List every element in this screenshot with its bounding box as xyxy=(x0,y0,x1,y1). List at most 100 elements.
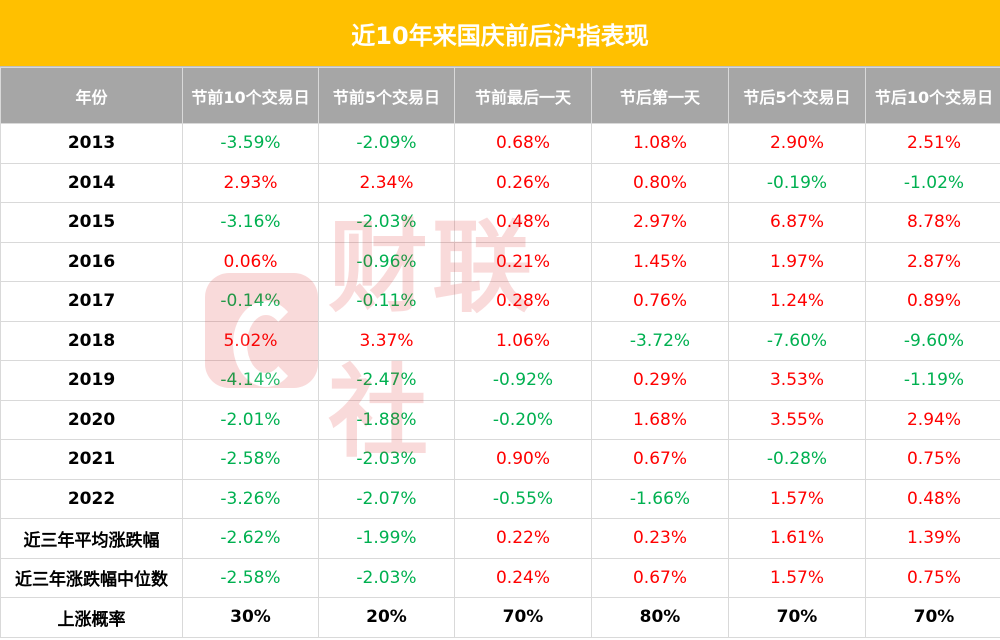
column-header-post-10d: 节后10个交易日 xyxy=(865,67,1000,124)
performance-table: 年份 节前10个交易日 节前5个交易日 节前最后一天 节后第一天 节后5个交易日… xyxy=(0,67,1000,638)
table-cell: 0.28% xyxy=(454,281,592,322)
table-cell: 0.23% xyxy=(591,518,729,559)
table-cell: 2.97% xyxy=(591,202,729,243)
table-row: 2013 -3.59% -2.09% 0.68% 1.08% 2.90% 2.51% xyxy=(0,123,1000,164)
table-cell: -1.66% xyxy=(591,478,729,519)
row-label: 2020 xyxy=(0,399,183,440)
row-label: 2015 xyxy=(0,202,183,243)
table-cell: 1.61% xyxy=(728,518,866,559)
table-row: 2019 -4.14% -2.47% -0.92% 0.29% 3.53% -1.19% xyxy=(0,360,1000,401)
row-label: 上涨概率 xyxy=(0,597,183,638)
header-row: 年份 节前10个交易日 节前5个交易日 节前最后一天 节后第一天 节后5个交易日… xyxy=(0,67,1000,124)
table-cell: 0.90% xyxy=(454,439,592,480)
row-label: 2016 xyxy=(0,241,183,282)
table-row: 近三年涨跌幅中位数 -2.58% -2.03% 0.24% 0.67% 1.57% 0.75… xyxy=(0,557,1000,598)
table-cell: 2.90% xyxy=(728,123,866,164)
column-header-post-5d: 节后5个交易日 xyxy=(728,67,866,124)
table-cell: 0.75% xyxy=(865,557,1000,598)
table-cell: 70% xyxy=(454,597,592,638)
table-cell: 0.89% xyxy=(865,281,1000,322)
table-cell: 2.87% xyxy=(865,241,1000,282)
table-cell: 0.67% xyxy=(591,557,729,598)
table-cell: -1.02% xyxy=(865,162,1000,203)
table-cell: 0.68% xyxy=(454,123,592,164)
table-cell: 1.57% xyxy=(728,478,866,519)
table-cell: 70% xyxy=(728,597,866,638)
table-body: 2013 -3.59% -2.09% 0.68% 1.08% 2.90% 2.51% 2014… xyxy=(0,123,1000,638)
table-cell: 1.68% xyxy=(591,399,729,440)
table-cell: -2.07% xyxy=(318,478,455,519)
table-cell: -2.03% xyxy=(318,439,455,480)
column-header-pre-10d: 节前10个交易日 xyxy=(182,67,319,124)
column-header-post-first-day: 节后第一天 xyxy=(591,67,729,124)
table-cell: 80% xyxy=(591,597,729,638)
table-cell: -3.26% xyxy=(182,478,319,519)
table-title: 近10年来国庆前后沪指表现 xyxy=(0,0,1000,67)
table-row: 近三年平均涨跌幅 -2.62% -1.99% 0.22% 0.23% 1.61% 1.39% xyxy=(0,518,1000,559)
table-row: 上涨概率 30% 20% 70% 80% 70% 70% xyxy=(0,597,1000,638)
table-cell: -2.47% xyxy=(318,360,455,401)
table-cell: -2.62% xyxy=(182,518,319,559)
table-row: 2020 -2.01% -1.88% -0.20% 1.68% 3.55% 2.94% xyxy=(0,399,1000,440)
table-row: 2014 2.93% 2.34% 0.26% 0.80% -0.19% -1.02% xyxy=(0,162,1000,203)
table-cell: -2.03% xyxy=(318,202,455,243)
table-cell: -2.58% xyxy=(182,557,319,598)
table-cell: 0.29% xyxy=(591,360,729,401)
table-cell: 2.93% xyxy=(182,162,319,203)
table-cell: -4.14% xyxy=(182,360,319,401)
table-cell: -2.58% xyxy=(182,439,319,480)
row-label: 2018 xyxy=(0,320,183,361)
table-cell: -2.03% xyxy=(318,557,455,598)
table-cell: -0.92% xyxy=(454,360,592,401)
table-cell: 0.48% xyxy=(865,478,1000,519)
table-cell: -1.88% xyxy=(318,399,455,440)
table-cell: -3.59% xyxy=(182,123,319,164)
table-cell: -2.09% xyxy=(318,123,455,164)
table-cell: 0.48% xyxy=(454,202,592,243)
table-cell: 0.26% xyxy=(454,162,592,203)
table-cell: -3.16% xyxy=(182,202,319,243)
table-cell: 0.06% xyxy=(182,241,319,282)
table-cell: 1.45% xyxy=(591,241,729,282)
table-cell: -0.96% xyxy=(318,241,455,282)
table-cell: -1.99% xyxy=(318,518,455,559)
table-cell: 1.39% xyxy=(865,518,1000,559)
table-cell: 3.55% xyxy=(728,399,866,440)
table-cell: 0.21% xyxy=(454,241,592,282)
table-cell: -0.55% xyxy=(454,478,592,519)
table-cell: 1.24% xyxy=(728,281,866,322)
column-header-pre-5d: 节前5个交易日 xyxy=(318,67,455,124)
table-cell: -7.60% xyxy=(728,320,866,361)
table-cell: 2.34% xyxy=(318,162,455,203)
row-label: 2019 xyxy=(0,360,183,401)
table-cell: -1.19% xyxy=(865,360,1000,401)
table-cell: 6.87% xyxy=(728,202,866,243)
table-cell: 20% xyxy=(318,597,455,638)
table-cell: 0.76% xyxy=(591,281,729,322)
table-cell: -9.60% xyxy=(865,320,1000,361)
table-cell: 2.51% xyxy=(865,123,1000,164)
table-row: 2016 0.06% -0.96% 0.21% 1.45% 1.97% 2.87% xyxy=(0,241,1000,282)
table-row: 2018 5.02% 3.37% 1.06% -3.72% -7.60% -9.60% xyxy=(0,320,1000,361)
table-cell: 0.22% xyxy=(454,518,592,559)
table-cell: -2.01% xyxy=(182,399,319,440)
table-cell: 1.97% xyxy=(728,241,866,282)
row-label: 2017 xyxy=(0,281,183,322)
table-cell: 3.37% xyxy=(318,320,455,361)
table-cell: 8.78% xyxy=(865,202,1000,243)
table-cell: 70% xyxy=(865,597,1000,638)
column-header-pre-last-day: 节前最后一天 xyxy=(454,67,592,124)
table-cell: 2.94% xyxy=(865,399,1000,440)
table-cell: 1.57% xyxy=(728,557,866,598)
row-label: 2014 xyxy=(0,162,183,203)
table-row: 2022 -3.26% -2.07% -0.55% -1.66% 1.57% 0.48% xyxy=(0,478,1000,519)
table-cell: -3.72% xyxy=(591,320,729,361)
table-cell: 0.24% xyxy=(454,557,592,598)
row-label: 近三年平均涨跌幅 xyxy=(0,518,183,559)
table-cell: 0.75% xyxy=(865,439,1000,480)
row-label: 近三年涨跌幅中位数 xyxy=(0,557,183,598)
table-cell: 3.53% xyxy=(728,360,866,401)
table-row: 2015 -3.16% -2.03% 0.48% 2.97% 6.87% 8.78% xyxy=(0,202,1000,243)
table-cell: 0.80% xyxy=(591,162,729,203)
